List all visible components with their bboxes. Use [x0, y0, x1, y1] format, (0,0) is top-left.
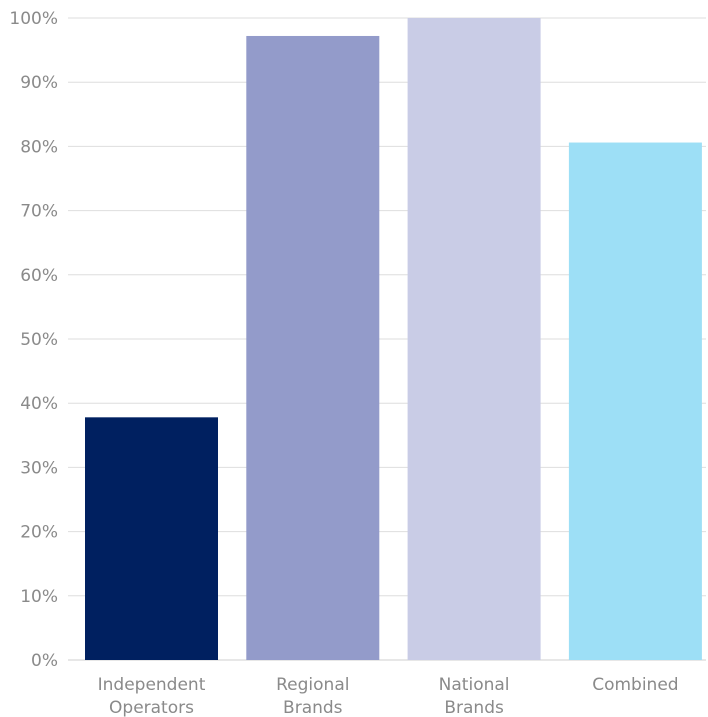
bar-3: [568, 142, 702, 661]
y-tick-label: 100%: [9, 9, 58, 29]
bar-2: [407, 18, 541, 660]
y-tick-label: 20%: [20, 523, 58, 543]
x-category-label: Independent: [98, 675, 206, 695]
x-category-label: Regional: [276, 675, 349, 695]
y-tick-label: 60%: [20, 266, 58, 286]
x-axis-category-labels: Independent Operators Regional Brands Nation…: [98, 675, 679, 717]
y-tick-label: 50%: [20, 330, 58, 350]
x-category-label: National: [439, 675, 510, 695]
y-tick-label: 80%: [20, 137, 58, 157]
y-tick-label: 30%: [20, 458, 58, 478]
bars: [85, 18, 702, 661]
y-axis-tick-labels: 0% 10% 20% 30% 40% 50% 60% 70% 80% 90% 100%: [9, 9, 58, 671]
x-category-label: Operators: [109, 698, 194, 717]
y-tick-label: 10%: [20, 587, 58, 607]
bar-0: [85, 417, 218, 660]
y-tick-label: 90%: [20, 73, 58, 93]
x-category-label: Brands: [444, 698, 504, 717]
y-tick-label: 70%: [20, 202, 58, 222]
x-category-label: Brands: [283, 698, 343, 717]
y-tick-label: 0%: [31, 651, 58, 671]
x-category-label: Combined: [592, 675, 678, 695]
bar-1: [246, 35, 380, 660]
y-tick-label: 40%: [20, 394, 58, 414]
